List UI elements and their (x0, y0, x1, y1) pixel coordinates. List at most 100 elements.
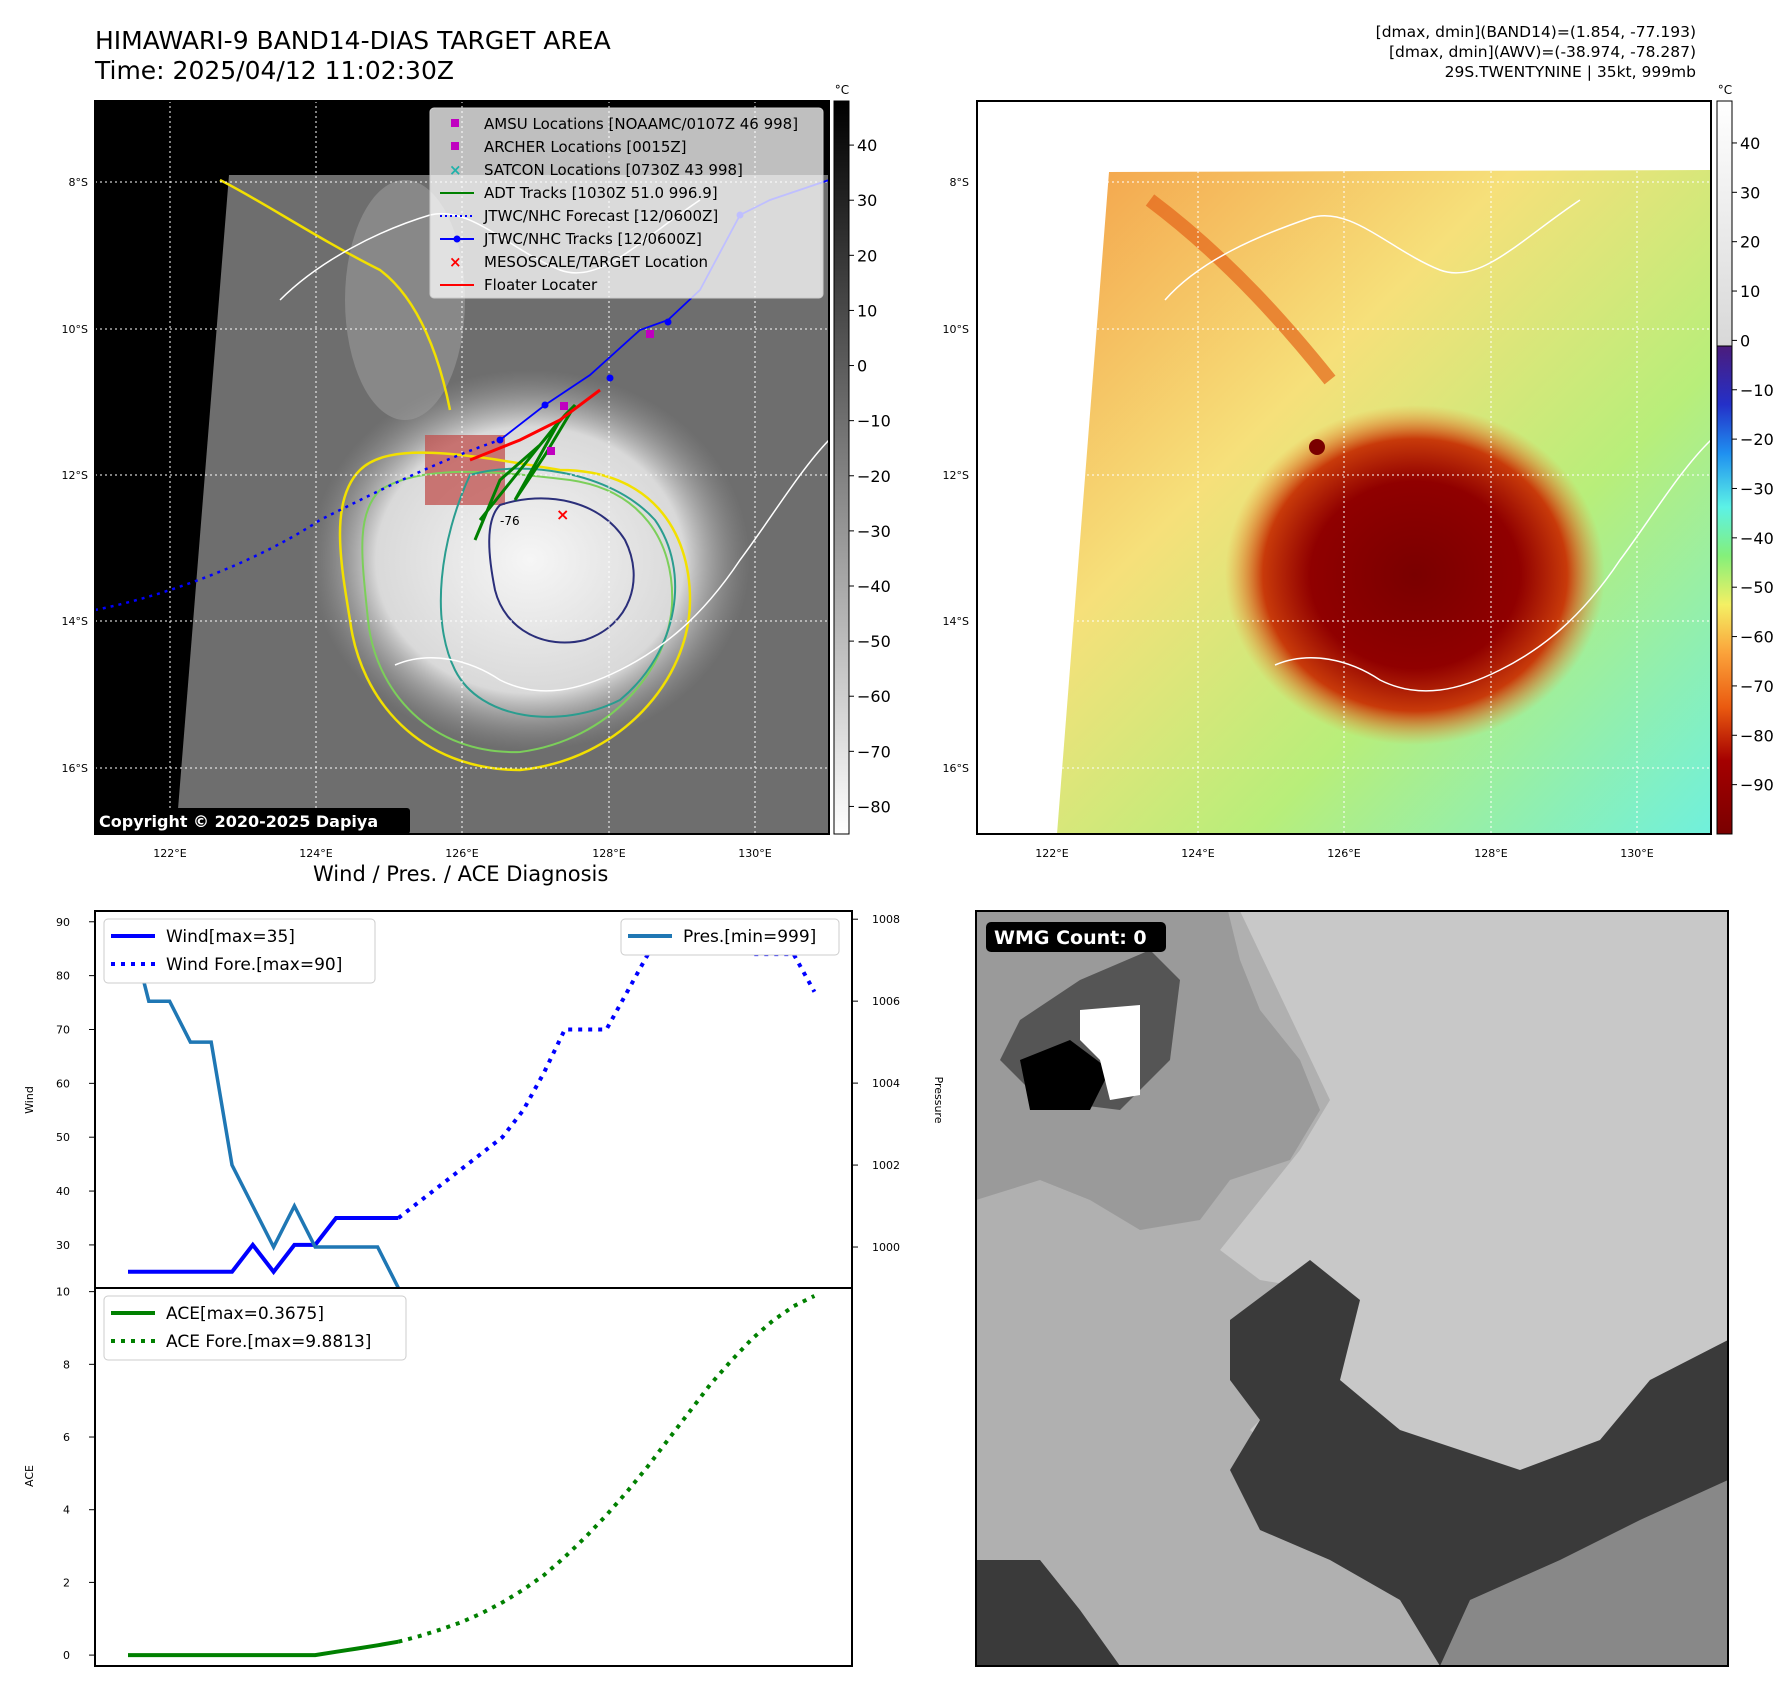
ace-series (128, 1294, 816, 1658)
colorbar-tick-label: −80 (857, 797, 891, 816)
colorbar-tick-label: −40 (1740, 529, 1774, 548)
lat-label: 12°S (62, 469, 88, 482)
lon-label: 122°E (153, 847, 186, 860)
legend-entry: JTWC/NHC Tracks [12/0600Z] (440, 230, 702, 248)
legend-entry-label: JTWC/NHC Tracks [12/0600Z] (483, 230, 702, 248)
colorbar-tick-label: 20 (857, 246, 877, 265)
diagnosis-title: Wind / Pres. / ACE Diagnosis (313, 862, 609, 886)
awv-colorbar-ticks: 40 30 20 10 0 −10 −20 −30 −40 −50 −60 −70 −80 −90 (1732, 134, 1774, 795)
colorbar-tick-label: 0 (1740, 331, 1750, 350)
wmg-gray-region (1440, 1480, 1728, 1666)
right-lon-labels: 122°E 124°E 126°E 128°E 130°E (1035, 847, 1653, 860)
colorbar-tick-label: −30 (1740, 479, 1774, 498)
wmg-frame (975, 910, 1729, 1667)
figure-title: HIMAWARI-9 BAND14-DIAS TARGET AREA Time:… (95, 26, 611, 86)
ace-tick-label: 8 (63, 1358, 70, 1371)
awv-coastline (1164, 199, 1581, 301)
lon-label: 126°E (1327, 847, 1360, 860)
colorbar-tick-label: 40 (1740, 134, 1760, 153)
lat-label: 14°S (943, 615, 969, 628)
info-line-2: [dmax, dmin](AWV)=(-38.974, -78.287) (1389, 43, 1696, 61)
left-lat-labels: 8°S 10°S 12°S 14°S 16°S (62, 176, 88, 775)
awv-map-frame (976, 100, 1712, 835)
coastline-australia (394, 439, 829, 692)
ace-tick-label: 10 (56, 1286, 70, 1299)
legend-entry-label: SATCON Locations [0730Z 43 998] (484, 161, 743, 179)
colorbar-tick-label: −80 (1740, 726, 1774, 745)
copyright-box (95, 808, 410, 834)
legend-entry-label: AMSU Locations [NOAAMC/0107Z 46 998] (484, 115, 798, 133)
lon-label: 130°E (738, 847, 771, 860)
ace-tick-label: 4 (63, 1504, 70, 1517)
left-lon-labels: 122°E 124°E 126°E 128°E 130°E (153, 847, 771, 860)
floater-track (469, 388, 601, 462)
storm-info: [dmax, dmin](BAND14)=(1.854, -77.193) [d… (1376, 22, 1696, 82)
legend-entry: JTWC/NHC Forecast [12/0600Z] (440, 207, 718, 225)
ace-tick-label: 0 (63, 1649, 70, 1662)
jtwc-forecast-track (95, 438, 501, 612)
lat-label: 10°S (943, 323, 969, 336)
legend-entry-label: MESOSCALE/TARGET Location (484, 253, 708, 271)
legend-entry: ARCHER Locations [0015Z] (451, 138, 687, 156)
pressure-legend (620, 918, 840, 956)
colorbar-tick-label: −40 (857, 577, 891, 596)
contour-value-label: -76 (500, 514, 520, 528)
colorbar-tick-label: −20 (1740, 430, 1774, 449)
colorbar-tick-label: 40 (857, 136, 877, 155)
colorbar-tick-label: 0 (857, 357, 867, 376)
adt-track (473, 403, 577, 541)
legend-entry: AMSU Locations [NOAAMC/0107Z 46 998] (451, 115, 798, 133)
ace-tick-label: 2 (63, 1576, 70, 1589)
legend-entry: × SATCON Locations [0730Z 43 998] (449, 161, 743, 179)
wind-tick-label: 70 (56, 1023, 70, 1036)
pressure-tick-label: 1006 (872, 995, 900, 1008)
colorbar-tick-label: −60 (1740, 628, 1774, 647)
lat-label: 8°S (69, 176, 88, 189)
awv-coastline-australia (1274, 439, 1711, 692)
colorbar-tick-label: −50 (1740, 578, 1774, 597)
band14-colorbar (833, 100, 850, 835)
info-line-3: 29S.TWENTYNINE | 35kt, 999mb (1444, 63, 1696, 81)
ace-forecast-line (397, 1294, 816, 1644)
wind-yticks: 30 40 50 60 70 80 90 (56, 916, 95, 1252)
wmg-black-region (1020, 1040, 1110, 1110)
ace-ylabel: ACE (23, 1465, 36, 1487)
title-line-2: Time: 2025/04/12 11:02:30Z (95, 56, 454, 85)
legend-entry: Floater Locater (440, 276, 598, 294)
colorbar-tick-label: 10 (1740, 282, 1760, 301)
colorbar-tick-label: −10 (857, 412, 891, 431)
lon-label: 128°E (592, 847, 625, 860)
wind-series (126, 918, 817, 1289)
legend-entry: × MESOSCALE/TARGET Location (449, 253, 708, 271)
wmg-count-box (986, 922, 1166, 952)
legend-entry-label: JTWC/NHC Forecast [12/0600Z] (483, 207, 718, 225)
ace-panel: ACE 0 2 4 6 8 10 ACE[max=0.3675] ACE Fore.[ma… (23, 1286, 853, 1667)
pressure-tick-label: 1008 (872, 913, 900, 926)
map-frame (94, 100, 830, 835)
colorbar-tick-label: −30 (857, 522, 891, 541)
band14-colorbar-unit: °C (835, 83, 849, 97)
lat-label: 8°S (950, 176, 969, 189)
ace-yticks: 0 2 4 6 8 10 (56, 1286, 95, 1662)
wind-tick-label: 80 (56, 970, 70, 983)
colorbar-tick-label: −20 (857, 467, 891, 486)
colorbar-tick-label: −70 (1740, 677, 1774, 696)
wind-line (128, 1216, 399, 1276)
copyright-text: Copyright © 2020-2025 Dapiya (99, 812, 378, 831)
wmg-count-label: WMG Count: 0 (994, 927, 1147, 949)
colorbar-tick-label: −90 (1740, 776, 1774, 795)
wind-ylabel: Wind (23, 1086, 36, 1114)
contour-green (361, 470, 674, 754)
awv-dry-band (1145, 194, 1336, 385)
right-lat-labels: 8°S 10°S 12°S 14°S 16°S (943, 176, 969, 775)
wmg-white-region (1080, 1005, 1140, 1100)
ace-tick-label: 6 (63, 1431, 70, 1444)
colorbar-tick-label: 20 (1740, 233, 1760, 252)
svg-text:×: × (449, 253, 462, 271)
wind-legend (103, 918, 376, 984)
lon-label: 124°E (299, 847, 332, 860)
colorbar-tick-label: 30 (857, 191, 877, 210)
legend-entry-label: Floater Locater (484, 276, 598, 294)
pressure-line (126, 918, 400, 1289)
